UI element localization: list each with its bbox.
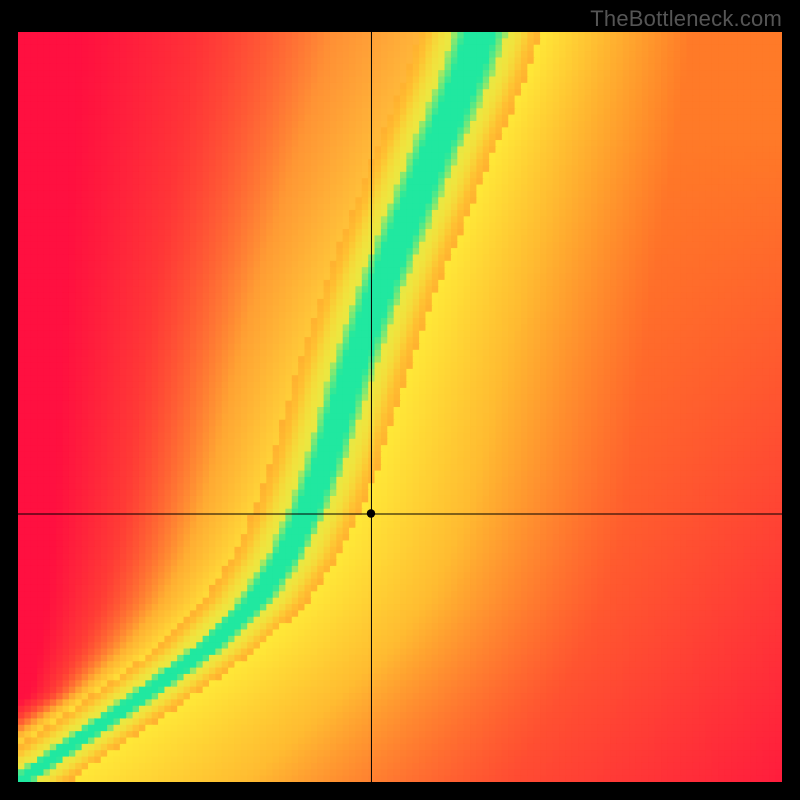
chart-container: TheBottleneck.com: [0, 0, 800, 800]
heatmap-canvas: [18, 32, 782, 782]
watermark-text: TheBottleneck.com: [590, 6, 782, 32]
plot-area: [18, 32, 782, 782]
